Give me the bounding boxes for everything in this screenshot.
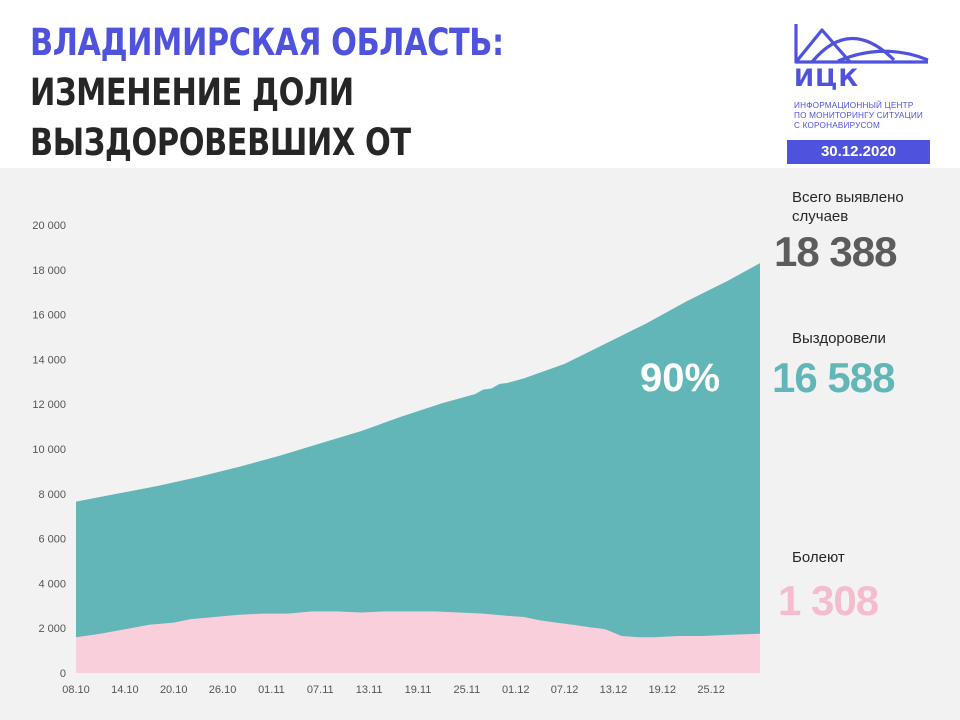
y-tick-label: 16 000 (32, 310, 66, 322)
recovered-label: Выздоровели (792, 330, 886, 347)
logo-subtitle-line: С КОРОНАВИРУСОМ (794, 121, 881, 130)
x-tick-label: 26.10 (209, 684, 237, 696)
title-rest-line1: ИЗМЕНЕНИЕ ДОЛИ (30, 71, 354, 114)
total-cases-label: Всего выявлено случаев (792, 189, 904, 225)
x-tick-label: 25.12 (697, 684, 725, 696)
active-value: 1 308 (778, 577, 879, 624)
x-tick-label: 07.12 (551, 684, 579, 696)
recovered-area (76, 263, 760, 673)
active-area (76, 611, 760, 673)
x-tick-label: 25.11 (453, 684, 480, 696)
x-tick-label: 14.10 (111, 684, 139, 696)
x-tick-label: 07.11 (307, 684, 334, 696)
x-tick-label: 19.11 (405, 684, 432, 696)
x-tick-label: 01.11 (258, 684, 285, 696)
logo-subtitle-line: ПО МОНИТОРИНГУ СИТУАЦИИ (794, 111, 924, 120)
logo-name: ИЦК (794, 64, 859, 92)
mountain-arc-logo-icon (794, 24, 929, 64)
y-tick-label: 2 000 (38, 623, 66, 635)
y-tick-label: 12 000 (32, 399, 66, 411)
x-tick-label: 20.10 (160, 684, 188, 696)
y-tick-label: 0 (60, 668, 66, 680)
recovered-share-annotation: 90% (640, 356, 720, 400)
area-chart: 0 2 000 4 000 6 000 8 000 10 000 12 000 14 000 1… (32, 220, 760, 696)
x-tick-label: 19.12 (649, 684, 677, 696)
logo-subtitle: ИНФОРМАЦИОННЫЙ ЦЕНТР ПО МОНИТОРИНГУ СИТУ… (794, 101, 944, 131)
y-tick-label: 4 000 (38, 578, 66, 590)
date-badge: 30.12.2020 (787, 140, 930, 164)
logo-subtitle-line: ИНФОРМАЦИОННЫЙ ЦЕНТР (794, 101, 914, 110)
total-cases-value: 18 388 (774, 228, 897, 275)
y-tick-label: 18 000 (32, 265, 66, 277)
y-tick-label: 6 000 (38, 534, 66, 546)
title-region: ВЛАДИМИРСКАЯ ОБЛАСТЬ: (30, 21, 504, 64)
active-label: Болеют (792, 549, 845, 566)
x-tick-label: 08.10 (62, 684, 90, 696)
y-tick-label: 8 000 (38, 489, 66, 501)
y-tick-label: 10 000 (32, 444, 66, 456)
recovered-value: 16 588 (772, 354, 895, 401)
x-tick-label: 13.12 (600, 684, 628, 696)
logo: ИЦК ИНФОРМАЦИОННЫЙ ЦЕНТР ПО МОНИТОРИНГУ … (792, 22, 942, 132)
y-tick-label: 20 000 (32, 220, 66, 232)
x-tick-label: 01.12 (502, 684, 530, 696)
x-tick-label: 13.11 (356, 684, 383, 696)
y-tick-label: 14 000 (32, 354, 66, 366)
